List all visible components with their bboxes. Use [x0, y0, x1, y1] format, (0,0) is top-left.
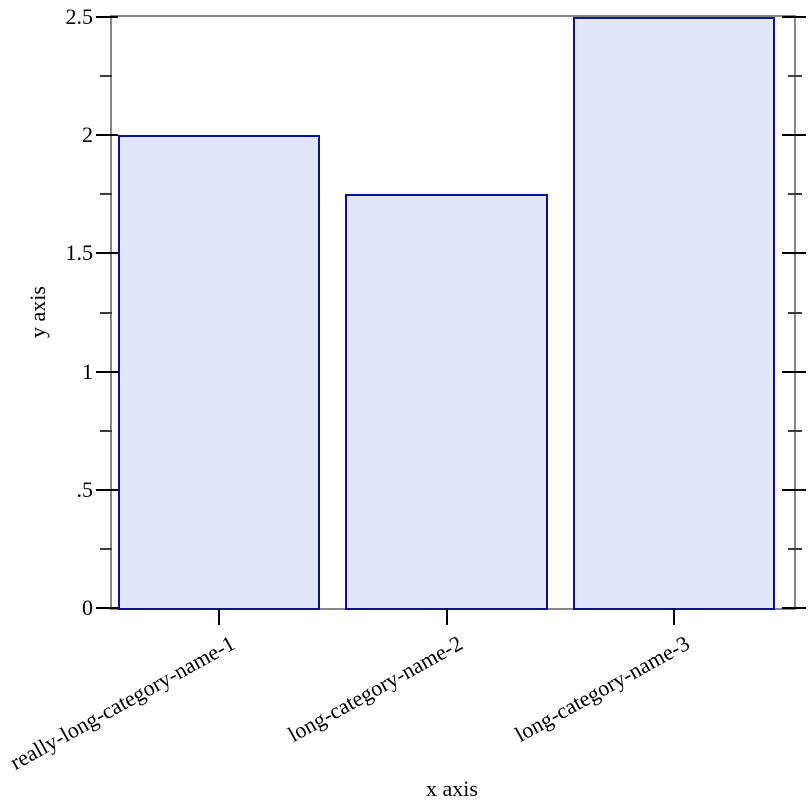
bar — [118, 135, 321, 610]
bar — [572, 17, 775, 610]
y-major-tick-right — [782, 607, 806, 609]
y-minor-tick — [100, 193, 112, 196]
y-major-tick — [96, 370, 118, 373]
y-minor-tick-right — [788, 193, 802, 196]
x-axis-label: x axis — [426, 776, 478, 801]
y-tick-label: 1 — [82, 358, 93, 384]
y-major-tick-right — [782, 16, 806, 18]
x-tick — [672, 608, 675, 625]
y-tick-label: 1.5 — [65, 240, 94, 266]
x-tick — [218, 608, 221, 625]
y-major-tick — [96, 134, 118, 137]
x-tick-label: long-category-name-3 — [510, 630, 694, 747]
y-axis-label: y axis — [25, 286, 50, 338]
y-major-tick — [96, 252, 118, 255]
y-major-tick — [96, 488, 118, 491]
y-major-tick — [96, 607, 118, 609]
y-tick-label: 2 — [82, 122, 93, 148]
y-major-tick-right — [782, 370, 806, 373]
y-minor-tick — [100, 75, 112, 78]
y-minor-tick — [100, 311, 112, 314]
y-major-tick-right — [782, 252, 806, 255]
y-minor-tick-right — [788, 547, 802, 550]
y-major-tick-right — [782, 488, 806, 491]
y-minor-tick — [100, 547, 112, 550]
y-tick-label: .5 — [76, 476, 94, 502]
x-tick — [445, 608, 448, 625]
x-tick-label: really-long-category-name-1 — [6, 630, 240, 775]
y-minor-tick-right — [788, 311, 802, 314]
y-tick-label: 2.5 — [65, 4, 94, 29]
y-major-tick — [96, 16, 118, 18]
y-minor-tick-right — [788, 429, 802, 432]
y-minor-tick — [100, 429, 112, 432]
y-tick-label: 0 — [82, 595, 93, 620]
y-major-tick-right — [782, 134, 806, 137]
x-tick-label: long-category-name-2 — [283, 630, 467, 747]
y-minor-tick-right — [788, 75, 802, 78]
bar — [345, 194, 548, 610]
